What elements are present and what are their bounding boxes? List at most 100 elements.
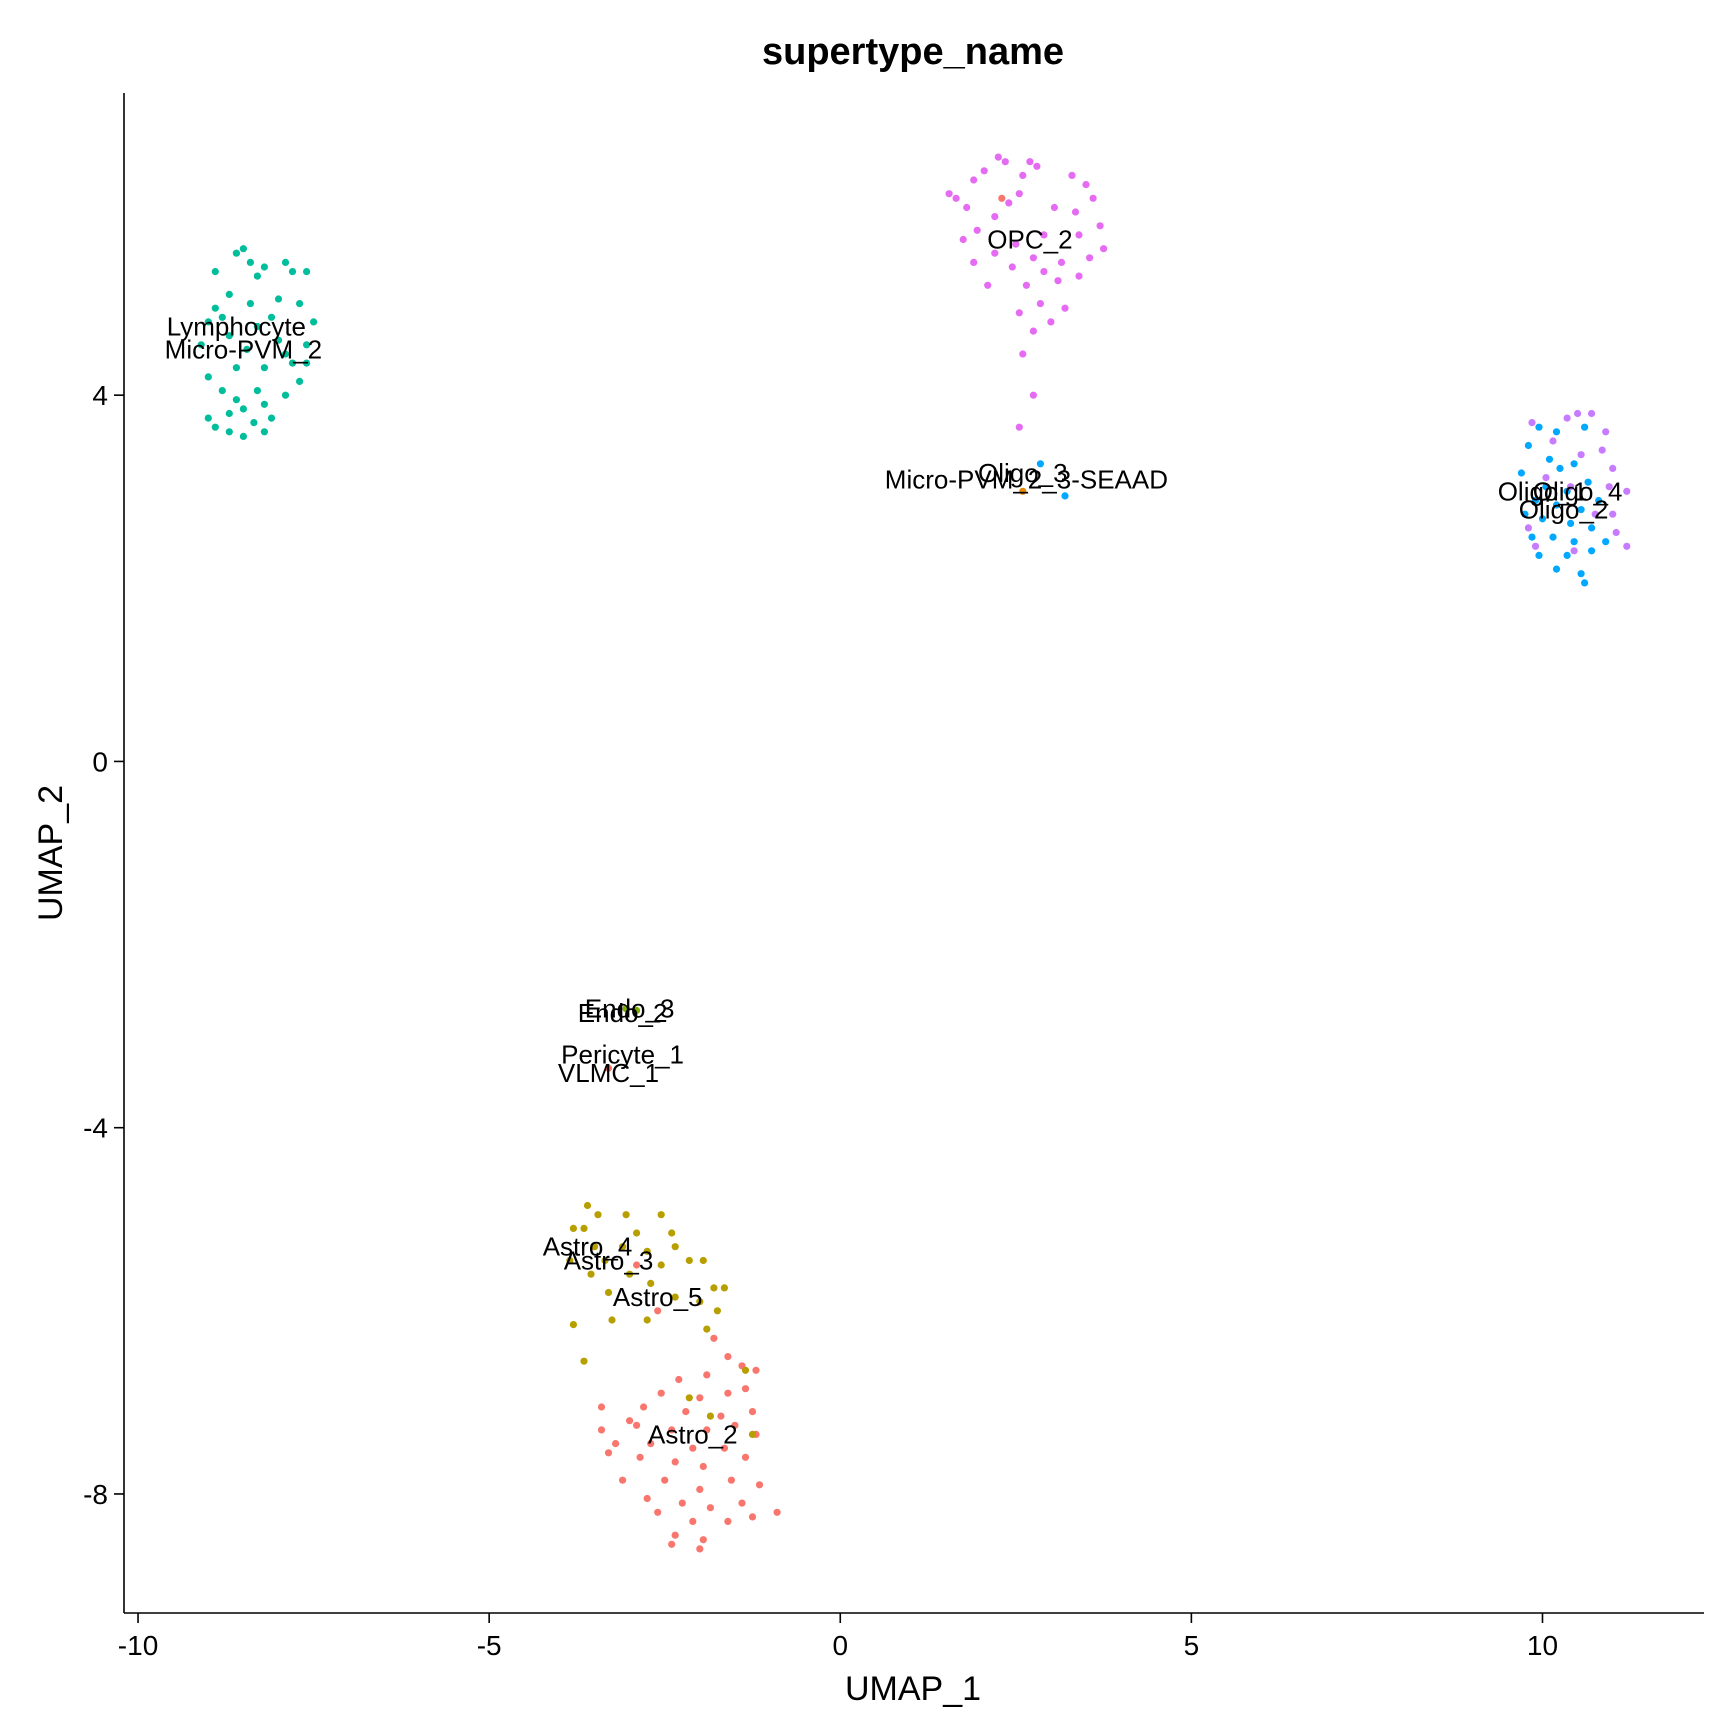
data-point (980, 167, 988, 175)
data-point (1019, 487, 1027, 495)
data-point (1531, 542, 1540, 550)
data-point (671, 1531, 679, 1539)
data-point (1061, 304, 1069, 312)
data-point (197, 341, 205, 349)
data-point (703, 1426, 711, 1434)
data-point (755, 1481, 764, 1489)
data-point (622, 1005, 630, 1013)
y-tick-label: -4 (83, 1113, 108, 1144)
data-point (713, 1307, 722, 1315)
data-point (973, 226, 981, 234)
data-point (984, 281, 992, 289)
data-point (1567, 483, 1575, 491)
data-point (281, 258, 290, 266)
data-point (773, 1508, 781, 1516)
cluster-label: Pericyte_1 (561, 1039, 684, 1069)
data-point (608, 1316, 616, 1324)
data-point (1075, 231, 1083, 239)
data-point (1602, 538, 1610, 546)
data-point (569, 1224, 578, 1232)
data-point (1033, 162, 1041, 170)
data-point (720, 1444, 729, 1452)
data-point (636, 1453, 644, 1461)
data-point (604, 1288, 613, 1297)
data-point (748, 1513, 757, 1521)
data-point (1036, 460, 1044, 468)
data-point (619, 1243, 627, 1251)
data-point (668, 1540, 676, 1548)
data-point (288, 268, 297, 276)
data-point (1061, 492, 1069, 500)
cluster-label: VLMC_1 (558, 1058, 659, 1088)
data-point (1015, 190, 1023, 198)
data-point (748, 1408, 757, 1416)
data-point (1054, 277, 1062, 285)
data-point (643, 1247, 651, 1255)
data-point (675, 1375, 683, 1384)
data-point (619, 1476, 627, 1484)
data-point (657, 1261, 665, 1269)
data-point (724, 1517, 732, 1525)
data-point (211, 423, 219, 431)
cluster-label: Oligo_2 (1519, 495, 1609, 525)
data-point (587, 1270, 595, 1278)
data-point (1528, 419, 1536, 427)
data-point (583, 1201, 592, 1210)
data-point (1567, 519, 1575, 528)
data-point (204, 318, 212, 326)
data-point (232, 396, 240, 404)
data-point (1545, 455, 1554, 463)
data-point (699, 1256, 707, 1265)
data-point (232, 364, 240, 372)
data-point (724, 1389, 732, 1397)
data-point (211, 268, 219, 276)
data-point (696, 1485, 704, 1493)
data-point (1552, 565, 1561, 573)
data-point (633, 1261, 641, 1269)
cluster-label: OPC_2 (987, 225, 1072, 255)
data-point (1570, 460, 1578, 468)
data-point (239, 405, 247, 413)
cluster-label: Oligo_4 (1533, 476, 1623, 506)
y-tick-label: 0 (92, 746, 108, 777)
data-point (601, 1256, 609, 1265)
cluster-label: Astro_2 (648, 1419, 738, 1449)
x-tick-label: 5 (1184, 1630, 1200, 1661)
data-point (211, 304, 219, 312)
data-point (678, 1499, 686, 1507)
cluster-label: Astro_5 (613, 1282, 703, 1312)
data-point (991, 213, 999, 221)
data-point (569, 1321, 578, 1329)
data-point (1556, 464, 1564, 472)
data-point (267, 313, 276, 321)
data-point (640, 1403, 648, 1411)
data-point (671, 1243, 679, 1251)
data-point (1581, 579, 1589, 587)
data-point (1040, 231, 1048, 239)
data-point (682, 1408, 690, 1416)
data-point (1552, 428, 1561, 436)
data-point (296, 377, 304, 385)
data-point (626, 1417, 634, 1425)
data-point (699, 1536, 707, 1544)
data-point (1019, 350, 1027, 358)
data-point (1570, 538, 1578, 546)
data-point (288, 359, 297, 367)
data-point (1040, 268, 1048, 276)
data-point (566, 1256, 574, 1265)
data-point (1609, 510, 1617, 518)
points-layer (197, 153, 1631, 1553)
data-point (633, 1006, 641, 1015)
data-point (225, 428, 233, 436)
data-point (1008, 263, 1016, 271)
data-point (1549, 533, 1557, 541)
data-point (696, 1394, 704, 1402)
data-point (225, 332, 233, 340)
data-point (1602, 428, 1610, 436)
data-point (260, 364, 268, 372)
data-point (1001, 158, 1009, 166)
data-point (699, 1462, 707, 1471)
x-tick-label: -5 (477, 1630, 502, 1661)
